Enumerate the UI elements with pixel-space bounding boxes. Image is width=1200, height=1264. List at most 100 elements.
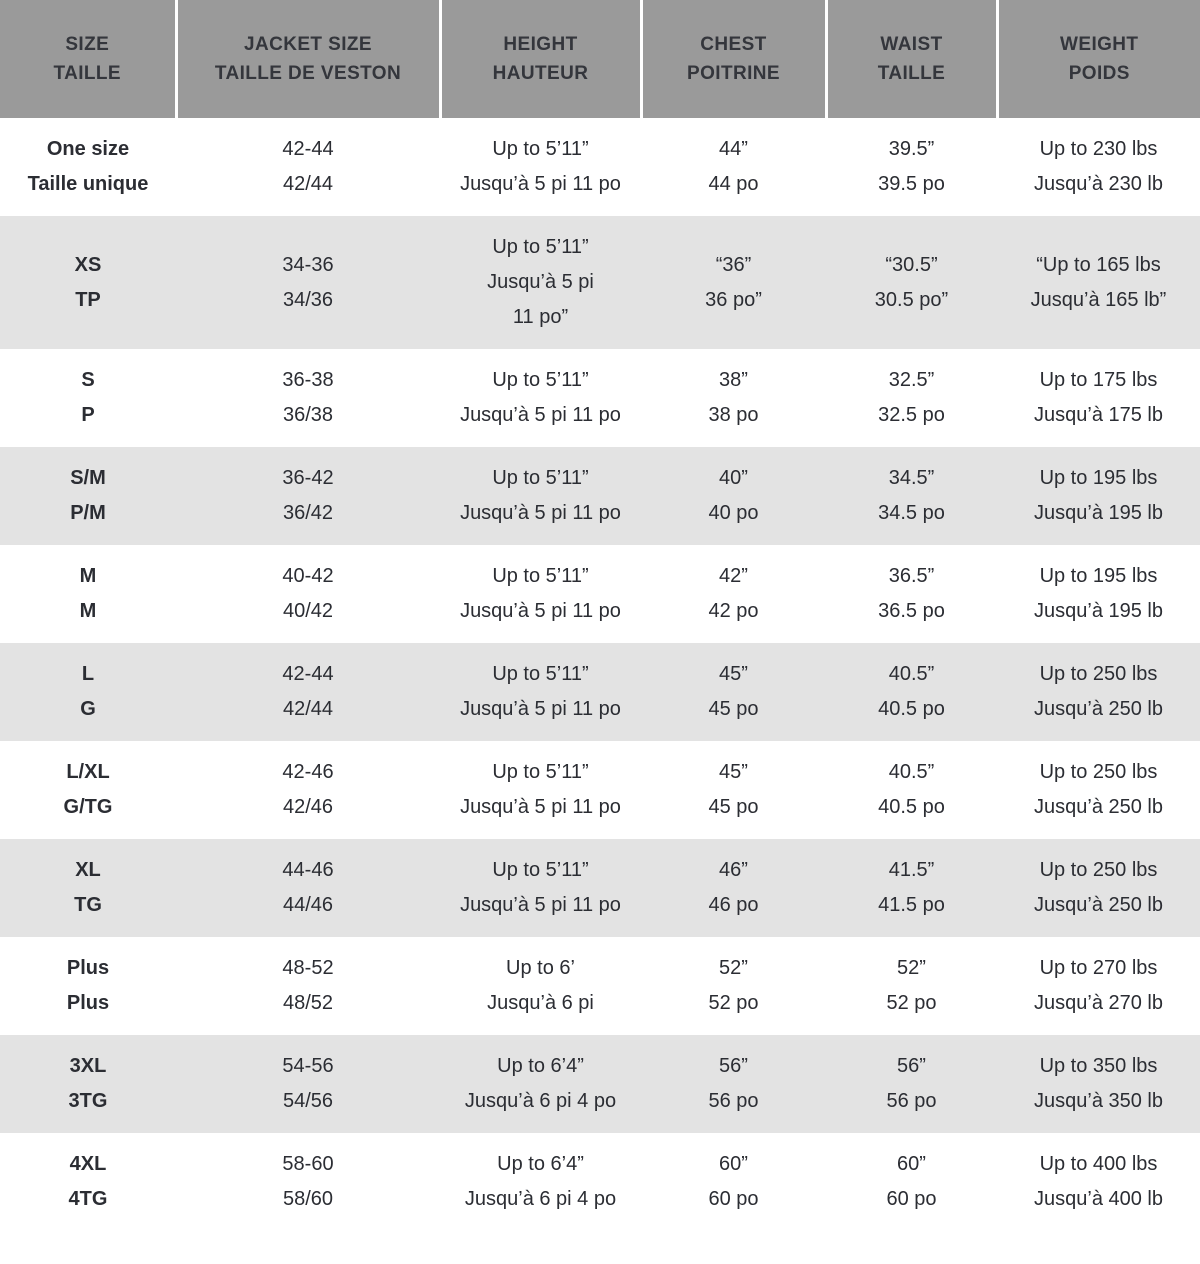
cell-waist: 34.5” 34.5 po (826, 447, 997, 545)
cell-height: Up to 5’11” Jusqu’à 5 pi 11 po” (440, 216, 641, 349)
column-header-label-en: WAIST (880, 33, 943, 55)
cell-line: 42-44 (282, 663, 334, 685)
cell-height: Up to 5’11” Jusqu’à 5 pi 11 po (440, 643, 641, 741)
cell-chest: 60” 60 po (641, 1133, 826, 1231)
cell-size: S/M P/M (0, 447, 176, 545)
cell-size: 3XL 3TG (0, 1035, 176, 1133)
cell-line: S/M (70, 467, 106, 489)
cell-waist: “30.5” 30.5 po” (826, 216, 997, 349)
cell-waist: 39.5” 39.5 po (826, 118, 997, 216)
cell-line: 41.5” (888, 859, 935, 881)
table-row: 4XL 4TG 58-60 58/60 Up to 6’4” Jusqu’à 6 pi 4… (0, 1133, 1200, 1231)
cell-line: Plus (66, 992, 110, 1014)
cell-weight: Up to 195 lbs Jusqu’à 195 lb (997, 447, 1200, 545)
table-body: One size Taille unique 42-44 42/44 Up to 5’1… (0, 118, 1200, 1231)
cell-line: 38 po (708, 404, 759, 426)
cell-jacket: 54-56 54/56 (176, 1035, 440, 1133)
cell-line: Jusqu’à 5 pi (487, 271, 594, 293)
cell-line: Up to 270 lbs (1039, 957, 1158, 979)
table-row: S P 36-38 36/38 Up to 5’11” Jusqu’à 5 pi 11 p… (0, 349, 1200, 447)
cell-line: TG (74, 894, 102, 916)
cell-jacket: 42-46 42/46 (176, 741, 440, 839)
cell-line: 42/46 (282, 796, 334, 818)
cell-line: 30.5 po” (874, 288, 949, 311)
cell-size: L/XL G/TG (0, 741, 176, 839)
cell-line: 44” (719, 138, 748, 160)
cell-waist: 41.5” 41.5 po (826, 839, 997, 937)
cell-line: Jusqu’à 175 lb (1034, 404, 1163, 426)
cell-line: Up to 250 lbs (1039, 859, 1158, 881)
column-header-size: SIZE TAILLE (0, 0, 178, 118)
cell-line: 45” (719, 761, 748, 783)
cell-line: Up to 5’11” (492, 565, 589, 587)
cell-line: Jusqu’à 6 pi 4 po (464, 1090, 617, 1112)
cell-waist: 56” 56 po (826, 1035, 997, 1133)
cell-jacket: 40-42 40/42 (176, 545, 440, 643)
cell-line: Plus (66, 957, 110, 979)
cell-line: Taille unique (27, 173, 149, 195)
cell-line: 60 po (886, 1188, 937, 1210)
cell-line: Jusqu’à 250 lb (1034, 698, 1163, 720)
cell-line: 38” (719, 369, 748, 391)
cell-line: 4TG (68, 1188, 108, 1210)
cell-waist: 60” 60 po (826, 1133, 997, 1231)
cell-line: Jusqu’à 5 pi 11 po (460, 404, 621, 426)
column-header-label-en: JACKET SIZE (244, 33, 372, 55)
cell-line: Up to 6’4” (497, 1153, 584, 1175)
cell-line: 40.5 po (878, 796, 945, 818)
cell-line: Up to 195 lbs (1039, 565, 1158, 587)
cell-size: One size Taille unique (0, 118, 176, 216)
cell-line: Jusqu’à 230 lb (1034, 173, 1163, 195)
cell-line: 54-56 (282, 1055, 334, 1077)
cell-waist: 40.5” 40.5 po (826, 643, 997, 741)
cell-weight: Up to 350 lbs Jusqu’à 350 lb (997, 1035, 1200, 1133)
cell-chest: 42” 42 po (641, 545, 826, 643)
cell-line: TP (75, 288, 101, 311)
cell-jacket: 36-42 36/42 (176, 447, 440, 545)
cell-chest: “36” 36 po” (641, 216, 826, 349)
cell-height: Up to 5’11” Jusqu’à 5 pi 11 po (440, 741, 641, 839)
cell-line: Jusqu’à 5 pi 11 po (460, 600, 621, 622)
table-row: One size Taille unique 42-44 42/44 Up to 5’1… (0, 118, 1200, 216)
cell-height: Up to 5’11” Jusqu’à 5 pi 11 po (440, 118, 641, 216)
cell-line: 52” (897, 957, 926, 979)
cell-line: Jusqu’à 5 pi 11 po (460, 502, 621, 524)
table-row: L/XL G/TG 42-46 42/46 Up to 5’11” Jusqu’à 5 p… (0, 741, 1200, 839)
cell-line: 11 po” (512, 306, 569, 328)
cell-line: Jusqu’à 400 lb (1034, 1188, 1163, 1210)
cell-line: Jusqu’à 6 pi (487, 992, 594, 1014)
cell-line: Up to 6’4” (497, 1055, 584, 1077)
cell-chest: 56” 56 po (641, 1035, 826, 1133)
cell-line: 44-46 (282, 859, 334, 881)
cell-line: Up to 5’11” (492, 761, 589, 783)
cell-line: G/TG (63, 796, 113, 818)
cell-weight: Up to 250 lbs Jusqu’à 250 lb (997, 839, 1200, 937)
cell-chest: 45” 45 po (641, 643, 826, 741)
cell-line: L/XL (66, 761, 110, 783)
cell-line: Up to 5’11” (492, 138, 589, 160)
cell-size: Plus Plus (0, 937, 176, 1035)
cell-weight: Up to 250 lbs Jusqu’à 250 lb (997, 643, 1200, 741)
cell-line: Jusqu’à 6 pi 4 po (464, 1188, 617, 1210)
cell-line: 32.5” (888, 369, 935, 391)
cell-jacket: 36-38 36/38 (176, 349, 440, 447)
column-header-label-fr: POIDS (1068, 63, 1130, 84)
cell-line: 54/56 (282, 1090, 334, 1112)
cell-line: 34/36 (282, 288, 334, 311)
cell-line: 3XL (69, 1055, 107, 1077)
cell-line: 45” (719, 663, 748, 685)
cell-height: Up to 6’ Jusqu’à 6 pi (440, 937, 641, 1035)
table-row: XS TP 34-36 34/36 Up to 5’11” Jusqu’à 5 pi 11 … (0, 216, 1200, 349)
cell-line: 42 po (708, 600, 759, 622)
cell-line: Up to 350 lbs (1039, 1055, 1158, 1077)
cell-height: Up to 5’11” Jusqu’à 5 pi 11 po (440, 447, 641, 545)
column-header-label-fr: POITRINE (687, 63, 780, 84)
cell-jacket: 58-60 58/60 (176, 1133, 440, 1231)
cell-line: Jusqu’à 5 pi 11 po (460, 173, 621, 195)
cell-line: S (81, 369, 95, 391)
column-header-jacket: JACKET SIZE TAILLE DE VESTON (176, 0, 442, 118)
column-header-height: HEIGHT HAUTEUR (440, 0, 643, 118)
table-row: M M 40-42 40/42 Up to 5’11” Jusqu’à 5 pi 11 p… (0, 545, 1200, 643)
cell-waist: 32.5” 32.5 po (826, 349, 997, 447)
